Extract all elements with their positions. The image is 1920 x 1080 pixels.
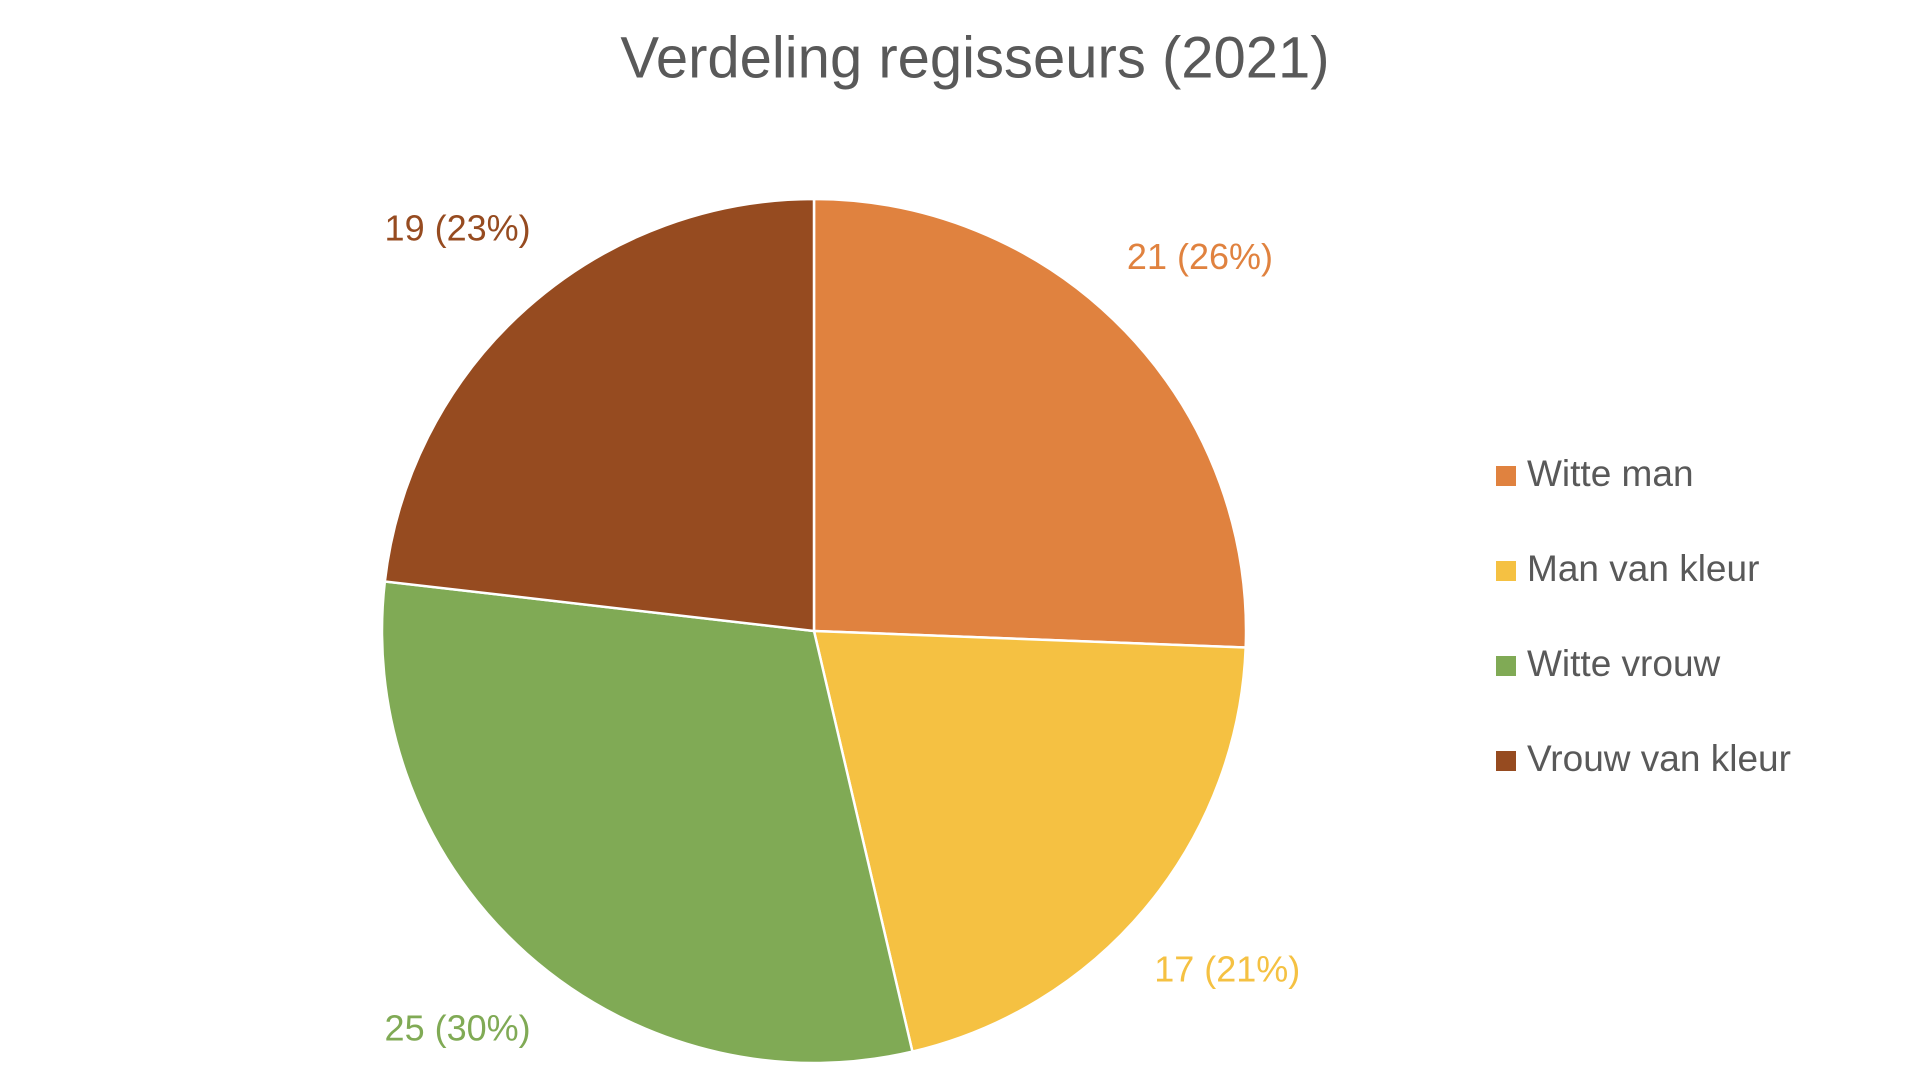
legend-swatch bbox=[1496, 561, 1516, 581]
legend-swatch bbox=[1496, 751, 1516, 771]
pie-slice bbox=[812, 197, 1248, 649]
chart-title: Verdeling regisseurs (2021) bbox=[620, 25, 1329, 90]
legend-swatch bbox=[1496, 656, 1516, 676]
legend-swatch bbox=[1496, 466, 1516, 486]
data-label: 25 (30%) bbox=[385, 1007, 531, 1048]
pie-slice bbox=[812, 629, 1247, 1054]
pie-slice bbox=[380, 580, 914, 1065]
legend-label: Man van kleur bbox=[1527, 548, 1759, 589]
data-label: 19 (23%) bbox=[385, 208, 531, 249]
data-label: 21 (26%) bbox=[1127, 236, 1273, 277]
legend-label: Vrouw van kleur bbox=[1527, 738, 1791, 779]
data-label: 17 (21%) bbox=[1154, 948, 1300, 989]
legend-label: Witte man bbox=[1527, 453, 1694, 494]
pie-slice bbox=[383, 197, 816, 633]
legend-label: Witte vrouw bbox=[1527, 643, 1721, 684]
